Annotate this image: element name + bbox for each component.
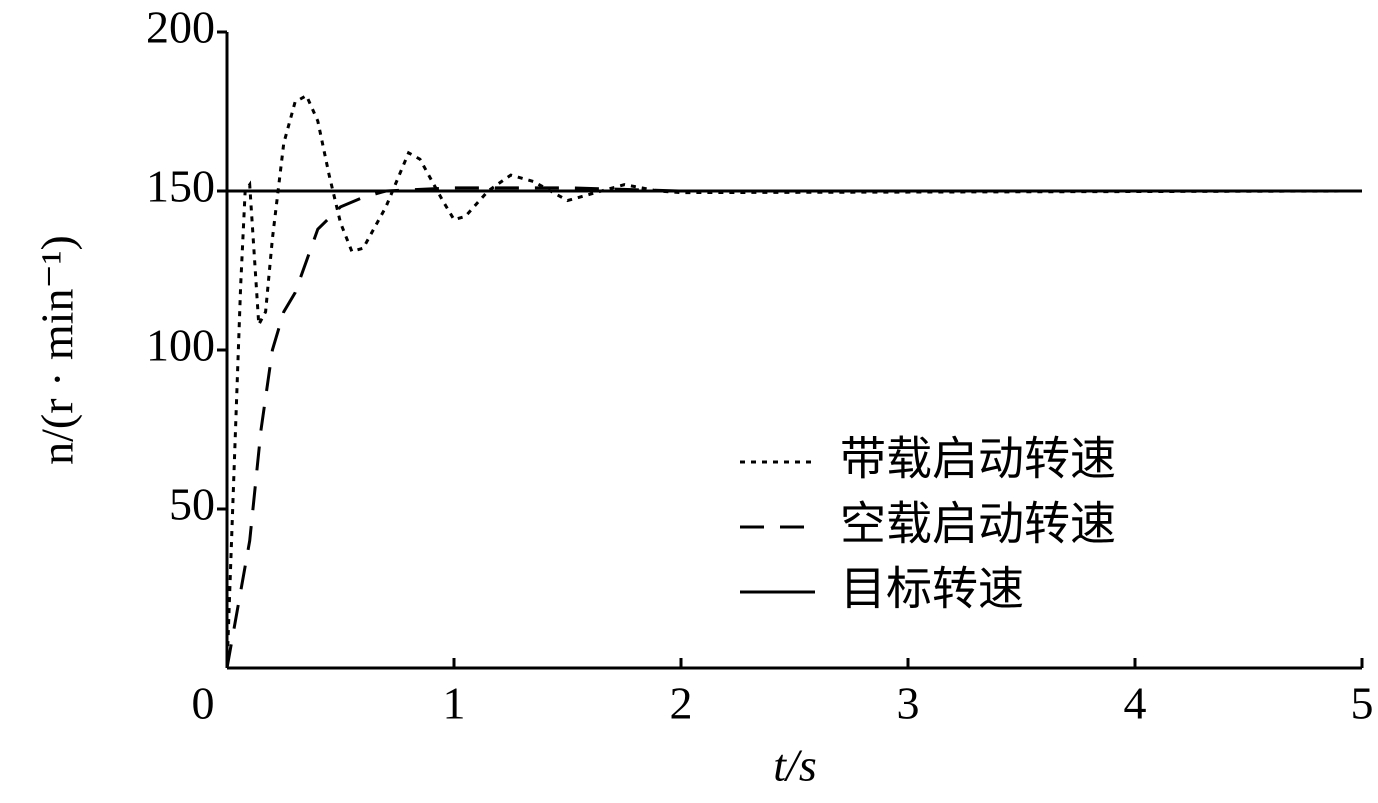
- y-tick-label: 150: [146, 161, 215, 212]
- x-tick-label: 3: [897, 678, 920, 729]
- legend-label: 目标转速: [840, 562, 1024, 616]
- y-tick-label: 200: [146, 2, 215, 53]
- legend-label: 带载启动转速: [840, 432, 1116, 486]
- y-tick-label: 100: [146, 320, 215, 371]
- x-tick-label: 1: [443, 678, 466, 729]
- y-axis-label: n/(r · min⁻¹): [32, 235, 83, 465]
- legend-label: 空载启动转速: [840, 497, 1116, 551]
- x-tick-label: 2: [670, 678, 693, 729]
- x-tick-label: 0: [192, 678, 215, 729]
- y-tick-label: 50: [169, 479, 215, 530]
- x-tick-label: 5: [1351, 678, 1374, 729]
- x-axis-label: t/s: [773, 740, 816, 791]
- x-tick-label: 4: [1124, 678, 1147, 729]
- line-series: [225, 186, 1362, 669]
- line-series: [225, 93, 1363, 669]
